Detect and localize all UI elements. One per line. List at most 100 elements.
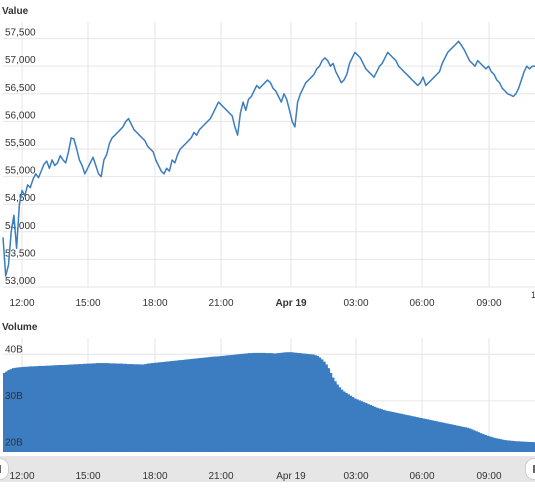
volume-bar [468, 428, 472, 452]
volume-bar [289, 352, 293, 452]
volume-bar [36, 366, 39, 452]
volume-bar [446, 423, 450, 452]
volume-bar [104, 363, 108, 452]
volume-bar [164, 361, 167, 452]
volume-bar [188, 359, 191, 452]
volume-bar [93, 363, 97, 452]
volume-bar [426, 419, 430, 452]
volume-bar [501, 439, 505, 452]
volume-bar [225, 355, 229, 452]
volume-bar [488, 436, 492, 452]
volume-bar [146, 363, 150, 452]
price-x-tick-label: 12:00 [9, 298, 34, 309]
volume-y-tick-label: 30B [5, 391, 23, 402]
volume-bar [223, 355, 227, 452]
volume-bar [248, 353, 251, 452]
volume-bar [55, 365, 59, 452]
volume-bar [53, 365, 57, 452]
volume-bar [347, 394, 350, 452]
volume-bar [86, 363, 90, 452]
volume-bar [440, 422, 443, 452]
volume-bar [64, 364, 68, 452]
price-x-tick-label: 21:00 [208, 298, 233, 309]
volume-bar [331, 377, 335, 452]
volume-bar [482, 434, 485, 452]
volume-bar [49, 365, 52, 452]
volume-bar [16, 367, 19, 452]
volume-bar [490, 437, 494, 452]
volume-bar [325, 364, 328, 452]
volume-bar [201, 357, 205, 452]
volume-bar [530, 442, 534, 452]
volume-bar [433, 420, 437, 452]
volume-bar [82, 363, 86, 452]
volume-bar [91, 363, 94, 452]
volume-bar [504, 440, 507, 452]
volume-bar [239, 354, 242, 452]
volume-bar [329, 372, 333, 452]
volume-bar [20, 367, 24, 452]
volume-bar [508, 440, 512, 452]
price-x-tick-label: 03:00 [343, 298, 368, 309]
volume-bar [135, 364, 139, 452]
volume-bar [451, 424, 454, 452]
volume-bar [413, 416, 417, 452]
price-y-tick-label: 54,000 [5, 221, 36, 232]
volume-bar [190, 358, 194, 452]
navigator-scrollbar[interactable] [0, 456, 535, 482]
volume-bar [519, 441, 523, 452]
volume-bar [44, 365, 48, 452]
volume-bar [78, 364, 81, 452]
volume-bar [493, 437, 496, 452]
volume-bar [464, 427, 467, 452]
volume-bar [420, 418, 423, 452]
volume-bar [448, 424, 452, 452]
volume-bar [283, 352, 286, 452]
price-y-tick-label: 57,000 [5, 55, 36, 66]
volume-bar [523, 441, 527, 452]
volume-bar [168, 361, 172, 452]
volume-bar [172, 360, 176, 452]
volume-bar [281, 352, 284, 452]
volume-bar [126, 364, 130, 452]
volume-bar [479, 433, 483, 452]
volume-bar [292, 352, 295, 452]
volume-bar [69, 364, 72, 452]
volume-bar [453, 425, 456, 452]
volume-bar [106, 363, 110, 452]
volume-bar [80, 364, 83, 452]
volume-bar [232, 354, 236, 452]
volume-bar [395, 412, 399, 452]
volume-bar [495, 438, 498, 452]
volume-bar [256, 352, 260, 452]
volume-bar [437, 421, 441, 452]
volume-bar [298, 353, 302, 452]
volume-bar [272, 353, 275, 452]
volume-bar [212, 356, 216, 452]
volume-bar [270, 353, 273, 452]
volume-bar [424, 419, 428, 452]
volume-bar [155, 362, 158, 452]
volume-bar [261, 352, 264, 452]
handle-grip-icon [0, 465, 1, 473]
volume-bar [303, 353, 306, 452]
volume-bar [404, 414, 408, 452]
volume-bar [128, 364, 132, 452]
volume-bar [195, 358, 198, 452]
volume-bar [380, 409, 384, 452]
volume-bar [384, 410, 388, 452]
volume-bar [22, 366, 26, 452]
volume-bar [18, 367, 22, 452]
volume-bar [40, 365, 44, 452]
volume-bar [521, 441, 525, 452]
volume-bar [254, 352, 258, 452]
volume-bar [166, 361, 169, 452]
volume-bar [517, 441, 520, 452]
volume-bar [170, 361, 174, 452]
volume-bar [265, 353, 269, 452]
volume-bar [462, 426, 465, 452]
volume-chart-title: Volume [2, 322, 38, 333]
volume-bar [144, 364, 147, 452]
volume-bar [108, 363, 112, 452]
